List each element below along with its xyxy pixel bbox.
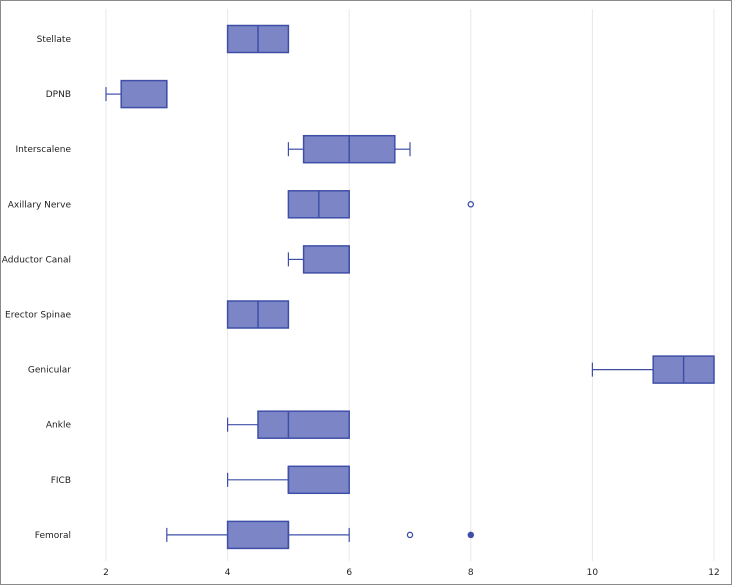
category-label-adductor-canal: Adductor Canal: [2, 255, 71, 265]
box-dpnb: [120, 79, 168, 109]
x-tick-label-4: 4: [225, 568, 231, 578]
outlier-axillary-nerve-0: [467, 201, 475, 208]
outlier-femoral-0: [406, 531, 414, 539]
x-tick-label-6: 6: [346, 568, 352, 578]
category-label-femoral: Femoral: [35, 531, 71, 541]
x-tick-label-8: 8: [468, 568, 474, 578]
category-label-ankle: Ankle: [46, 421, 72, 431]
box-femoral: [226, 520, 290, 550]
box-ankle: [257, 410, 350, 439]
x-tick-label-12: 12: [708, 568, 719, 578]
category-label-axillary-nerve: Axillary Nerve: [8, 200, 72, 210]
category-label-erector-spinae: Erector Spinae: [5, 311, 71, 321]
category-label-stellate: Stellate: [37, 35, 72, 45]
x-tick-label-10: 10: [587, 568, 599, 578]
box-adductor-canal: [302, 245, 350, 274]
box-ficb: [287, 465, 350, 495]
category-label-dpnb: DPNB: [46, 90, 71, 100]
category-label-ficb: FICB: [51, 476, 71, 486]
category-label-genicular: Genicular: [28, 366, 71, 376]
outlier-femoral-1: [467, 531, 475, 539]
x-tick-label-2: 2: [103, 568, 109, 578]
category-label-interscalene: Interscalene: [15, 145, 71, 155]
